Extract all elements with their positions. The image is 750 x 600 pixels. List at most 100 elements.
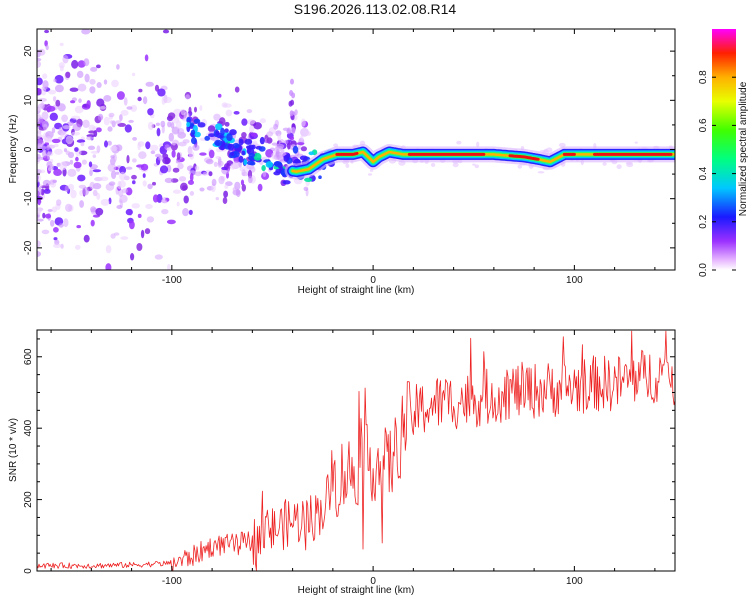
noise-blob — [616, 164, 622, 170]
noise-blob — [145, 141, 151, 150]
noise-blob — [92, 169, 102, 173]
noise-blob — [154, 84, 160, 92]
y-tick-label: 0 — [23, 146, 34, 152]
noise-blob — [240, 179, 245, 186]
noise-blob — [430, 162, 436, 167]
noise-blob — [119, 194, 128, 203]
ridge-blob — [230, 152, 235, 156]
noise-blob — [38, 98, 47, 102]
noise-blob — [81, 159, 87, 165]
spectrogram-marks — [37, 29, 675, 270]
noise-blob — [108, 112, 115, 118]
ridge-blob — [283, 154, 290, 162]
noise-blob — [110, 120, 114, 124]
noise-blob — [54, 148, 63, 155]
noise-blob — [83, 234, 90, 243]
y-tick-label: 400 — [23, 419, 34, 436]
noise-blob — [71, 59, 79, 69]
noise-blob — [78, 98, 82, 103]
noise-blob — [37, 208, 42, 214]
noise-blob — [246, 109, 253, 114]
noise-blob — [239, 166, 243, 172]
noise-blob — [137, 141, 145, 147]
noise-blob — [49, 163, 54, 170]
noise-blob — [217, 93, 222, 98]
noise-blob — [71, 131, 80, 136]
ridge-blob — [191, 137, 197, 145]
noise-blob — [53, 168, 62, 176]
noise-blob — [48, 89, 57, 95]
noise-blob — [140, 229, 145, 239]
noise-blob — [82, 186, 89, 196]
noise-blob — [166, 219, 176, 225]
noise-blob — [634, 141, 638, 144]
noise-blob — [171, 141, 176, 146]
noise-blob — [172, 167, 180, 173]
noise-blob — [63, 148, 68, 153]
ridge-blob — [243, 159, 248, 166]
noise-blob — [235, 189, 241, 198]
noise-blob — [63, 218, 69, 228]
noise-blob — [89, 86, 96, 94]
noise-blob — [161, 198, 167, 204]
noise-blob — [223, 190, 229, 198]
noise-blob — [222, 197, 228, 204]
noise-blob — [123, 97, 128, 106]
noise-blob — [53, 78, 57, 83]
noise-blob — [215, 156, 222, 160]
noise-blob — [208, 171, 213, 177]
y-tick-label: 10 — [23, 94, 34, 106]
colorbar-tick-label: 0.6 — [698, 118, 709, 132]
noise-blob — [116, 91, 125, 100]
noise-blob — [87, 145, 96, 150]
noise-blob — [96, 98, 105, 107]
ridge-blob — [259, 136, 265, 145]
noise-blob — [37, 218, 44, 222]
noise-blob — [305, 131, 312, 136]
noise-blob — [47, 209, 53, 212]
ridge-core-red — [335, 151, 359, 156]
noise-blob — [279, 151, 286, 157]
ridge-blob — [253, 152, 262, 161]
noise-blob — [76, 225, 81, 229]
noise-blob — [138, 151, 147, 160]
noise-blob — [90, 66, 98, 72]
noise-blob — [137, 213, 142, 218]
noise-blob — [65, 71, 71, 79]
noise-blob — [111, 79, 119, 88]
noise-blob — [96, 145, 101, 153]
noise-blob — [120, 109, 129, 116]
noise-blob — [161, 208, 169, 215]
noise-blob — [55, 99, 61, 107]
ridge-blob — [197, 122, 206, 128]
noise-blob — [167, 112, 176, 120]
snr-ylabel: SNR (10 * v/v) — [8, 418, 19, 482]
snr-marks — [37, 330, 675, 571]
noise-blob — [92, 182, 102, 190]
noise-blob — [69, 87, 79, 92]
noise-blob — [37, 139, 45, 147]
noise-blob — [185, 94, 191, 100]
noise-blob — [43, 188, 51, 194]
noise-blob — [70, 189, 77, 199]
noise-blob — [96, 82, 102, 88]
colorbar-ticks: 0.0 0.2 0.4 0.6 0.8 — [698, 70, 736, 277]
noise-blob — [107, 163, 117, 172]
noise-blob — [76, 70, 84, 78]
noise-blob — [218, 175, 225, 185]
noise-blob — [289, 110, 294, 117]
noise-blob — [189, 173, 194, 182]
noise-blob — [119, 114, 123, 122]
noise-blob — [38, 117, 44, 124]
noise-blob — [345, 163, 350, 168]
noise-blob — [246, 119, 256, 125]
noise-blob — [88, 161, 93, 168]
noise-blob — [290, 78, 294, 85]
ridge-blob — [232, 142, 240, 149]
colorbar-gradient — [712, 29, 736, 270]
ridge-blob — [194, 131, 201, 138]
noise-blob — [194, 171, 202, 177]
ridge-blob — [261, 165, 266, 172]
noise-blob — [38, 169, 46, 174]
